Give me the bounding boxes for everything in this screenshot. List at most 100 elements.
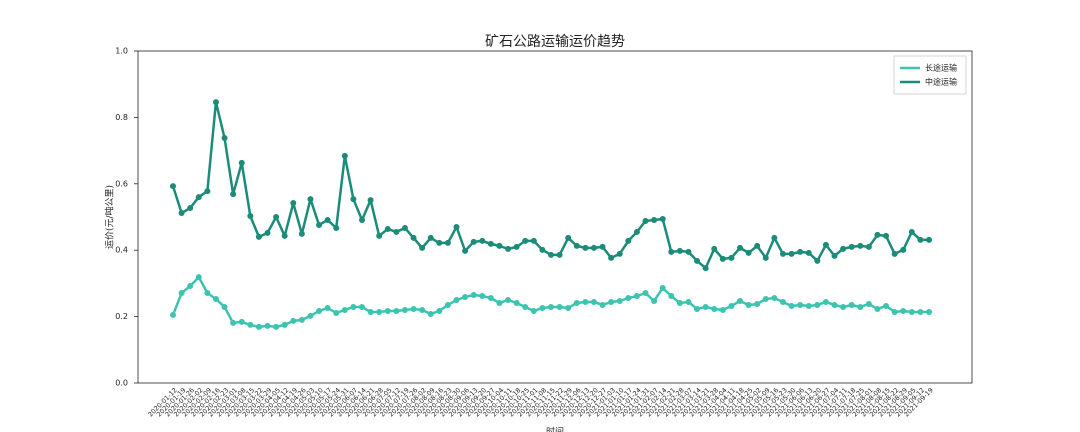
data-point <box>616 250 623 257</box>
data-point <box>324 216 331 223</box>
data-point <box>359 216 365 223</box>
data-point <box>333 224 340 231</box>
data-point <box>281 232 288 239</box>
data-point <box>745 249 752 256</box>
data-point <box>711 245 718 252</box>
data-point <box>883 302 890 309</box>
data-point <box>522 303 529 310</box>
data-point <box>316 221 323 228</box>
data-point <box>212 99 219 106</box>
data-point <box>281 321 288 328</box>
data-point <box>444 239 451 246</box>
data-point <box>247 321 254 328</box>
data-point <box>341 152 348 159</box>
data-point <box>633 293 640 300</box>
data-point <box>513 299 520 306</box>
data-point <box>307 196 314 203</box>
legend-label: 中途运输 <box>925 77 957 87</box>
data-point <box>779 298 786 305</box>
data-point <box>805 249 812 256</box>
y-tick-label: 1.0 <box>115 47 128 56</box>
data-point <box>367 308 374 315</box>
data-point <box>616 297 623 304</box>
data-point <box>401 224 408 231</box>
data-point <box>273 214 280 220</box>
data-point <box>797 301 804 308</box>
data-point <box>599 243 606 250</box>
data-point <box>582 244 589 251</box>
data-point <box>676 299 683 306</box>
y-tick-label: 0.6 <box>115 179 128 188</box>
data-point <box>230 319 237 326</box>
data-point <box>427 310 434 317</box>
data-point <box>762 296 769 303</box>
data-point <box>522 237 529 244</box>
data-point <box>599 301 606 308</box>
data-point <box>384 307 391 314</box>
data-point <box>831 252 838 259</box>
data-point <box>633 228 640 235</box>
data-point <box>367 197 374 204</box>
data-point <box>737 244 743 251</box>
data-point <box>771 295 778 302</box>
y-axis-label: 运价(元/吨公里) <box>104 185 116 249</box>
data-point <box>711 305 718 312</box>
data-point <box>926 308 932 315</box>
data-point <box>307 312 314 319</box>
data-point <box>857 242 864 249</box>
data-point <box>865 243 872 250</box>
data-point <box>891 250 898 257</box>
data-point <box>204 188 211 195</box>
data-point <box>324 304 331 311</box>
data-point <box>290 317 297 324</box>
data-point <box>410 234 417 241</box>
data-point <box>556 251 563 258</box>
data-point <box>264 322 271 329</box>
data-point <box>848 301 855 308</box>
data-point <box>728 254 735 261</box>
data-point <box>513 243 520 250</box>
data-point <box>659 285 666 292</box>
data-point <box>590 298 597 305</box>
data-point <box>694 257 701 264</box>
data-point <box>814 301 821 308</box>
data-point <box>487 240 494 247</box>
data-point <box>539 304 546 311</box>
data-point <box>565 304 572 311</box>
data-point <box>178 210 185 217</box>
data-point <box>376 232 383 239</box>
data-point <box>436 307 443 314</box>
data-point <box>908 228 915 235</box>
data-point <box>900 307 907 314</box>
data-point <box>668 293 675 300</box>
data-point <box>702 303 709 310</box>
data-point <box>659 215 666 222</box>
data-point <box>917 308 924 315</box>
data-point <box>874 231 881 238</box>
data-point <box>625 237 632 244</box>
data-point <box>170 183 176 190</box>
y-tick-label: 0.0 <box>115 379 128 388</box>
data-point <box>230 191 237 198</box>
data-point <box>187 205 194 212</box>
data-point <box>840 245 847 252</box>
data-point <box>908 308 915 315</box>
data-point <box>204 290 211 297</box>
data-point <box>694 305 701 312</box>
y-tick-label: 0.2 <box>115 312 128 321</box>
data-point <box>797 248 804 255</box>
data-point <box>212 296 219 303</box>
data-point <box>410 305 417 312</box>
data-point <box>788 302 795 309</box>
data-point <box>822 241 829 248</box>
data-point <box>651 297 658 304</box>
y-tick-label: 0.4 <box>115 246 128 255</box>
data-point <box>840 303 847 310</box>
data-point <box>754 300 761 307</box>
data-point <box>505 297 512 303</box>
data-point <box>530 237 537 244</box>
data-point <box>401 306 408 313</box>
data-point <box>685 298 692 305</box>
data-point <box>298 230 305 237</box>
